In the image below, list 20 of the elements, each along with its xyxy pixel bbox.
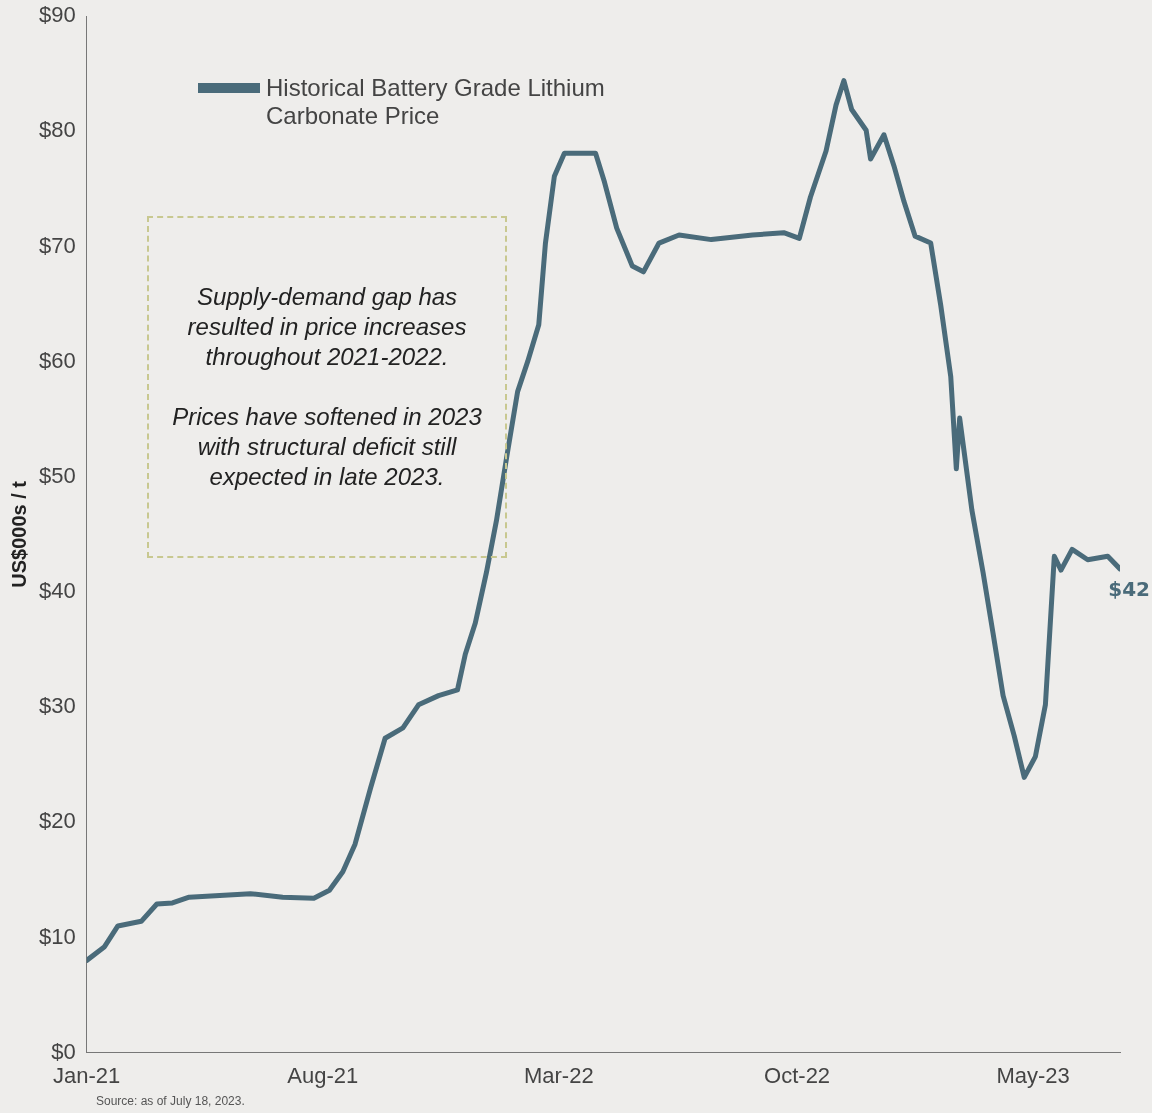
y-tick-label: $30 (38, 693, 76, 719)
x-tick-label: Jan-21 (53, 1062, 121, 1088)
y-tick-label: $10 (38, 923, 76, 949)
note-box: Supply-demand gap has resulted in price increases throughout 2021-2022. Prices have softened in 2023 with structural deficit still expected in late 2023. (147, 216, 507, 558)
y-tick-label: $0 (51, 1038, 76, 1064)
x-tick-label: Aug-21 (287, 1062, 359, 1088)
y-tick-label: $50 (38, 462, 76, 488)
x-tick-label: Oct-22 (764, 1062, 831, 1088)
y-tick-label: $70 (38, 232, 76, 258)
source-note: Source: as of July 18, 2023. (96, 1094, 245, 1108)
y-tick-label: $20 (38, 808, 76, 834)
y-tick-label: $90 (38, 2, 76, 28)
legend-label: Historical Battery Grade Lithium Carbonate Price (266, 74, 606, 130)
annotation: $42 (1108, 577, 1150, 602)
x-tick-label: Mar-22 (523, 1062, 594, 1088)
y-tick-label: $80 (38, 117, 76, 143)
y-axis-title: US$000s / t (7, 480, 30, 588)
y-tick-label: $40 (38, 578, 76, 604)
y-tick-label: $60 (38, 347, 76, 373)
x-tick-label: May-23 (996, 1062, 1070, 1088)
